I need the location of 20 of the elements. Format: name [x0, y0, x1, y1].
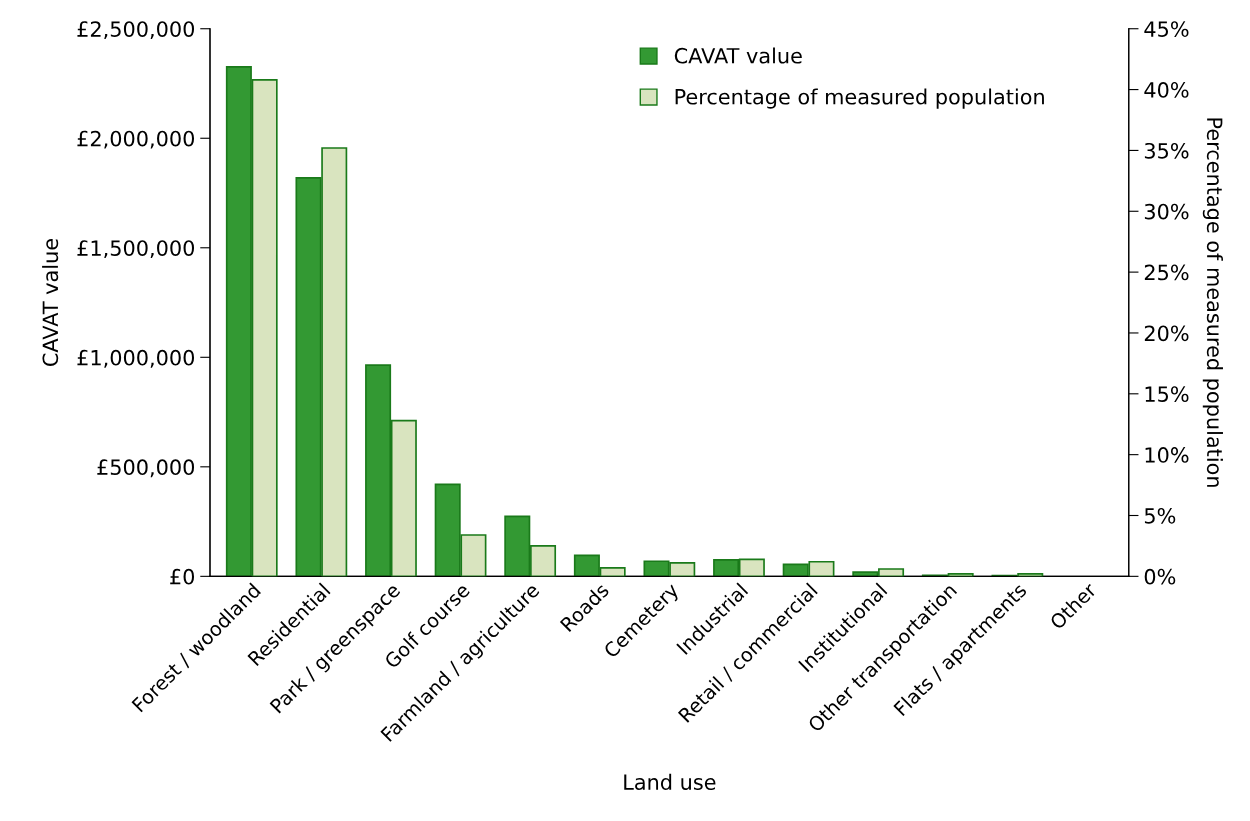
- y2-tick-label: 40%: [1144, 82, 1189, 98]
- x-axis-title: Land use: [624, 773, 716, 790]
- y-tick-label: £500,000: [97, 459, 195, 478]
- legend-label: CAVAT value: [674, 47, 802, 64]
- y2-axis-title: Percentage of measured population: [1202, 118, 1223, 487]
- y2-tick-label: 10%: [1145, 447, 1189, 463]
- y-tick-label: £2,500,000: [77, 21, 195, 40]
- y2-tick-label: 15%: [1145, 386, 1189, 403]
- y-tick-label: £2,000,000: [77, 130, 195, 149]
- y2-tick-label: 0%: [1144, 568, 1176, 585]
- y-tick-label: £1,500,000: [77, 240, 195, 259]
- legend-label: Percentage of measured population: [675, 88, 1044, 109]
- y2-tick-label: 30%: [1144, 203, 1189, 220]
- y-axis-title: CAVAT value: [42, 239, 59, 367]
- y2-tick-label: 35%: [1144, 142, 1189, 159]
- y2-tick-label: 5%: [1144, 507, 1176, 524]
- y2-tick-label: 20%: [1144, 325, 1189, 342]
- y2-tick-label: 45%: [1144, 21, 1189, 37]
- y2-tick-label: 25%: [1144, 264, 1189, 281]
- y-tick-label: £1,000,000: [77, 349, 195, 368]
